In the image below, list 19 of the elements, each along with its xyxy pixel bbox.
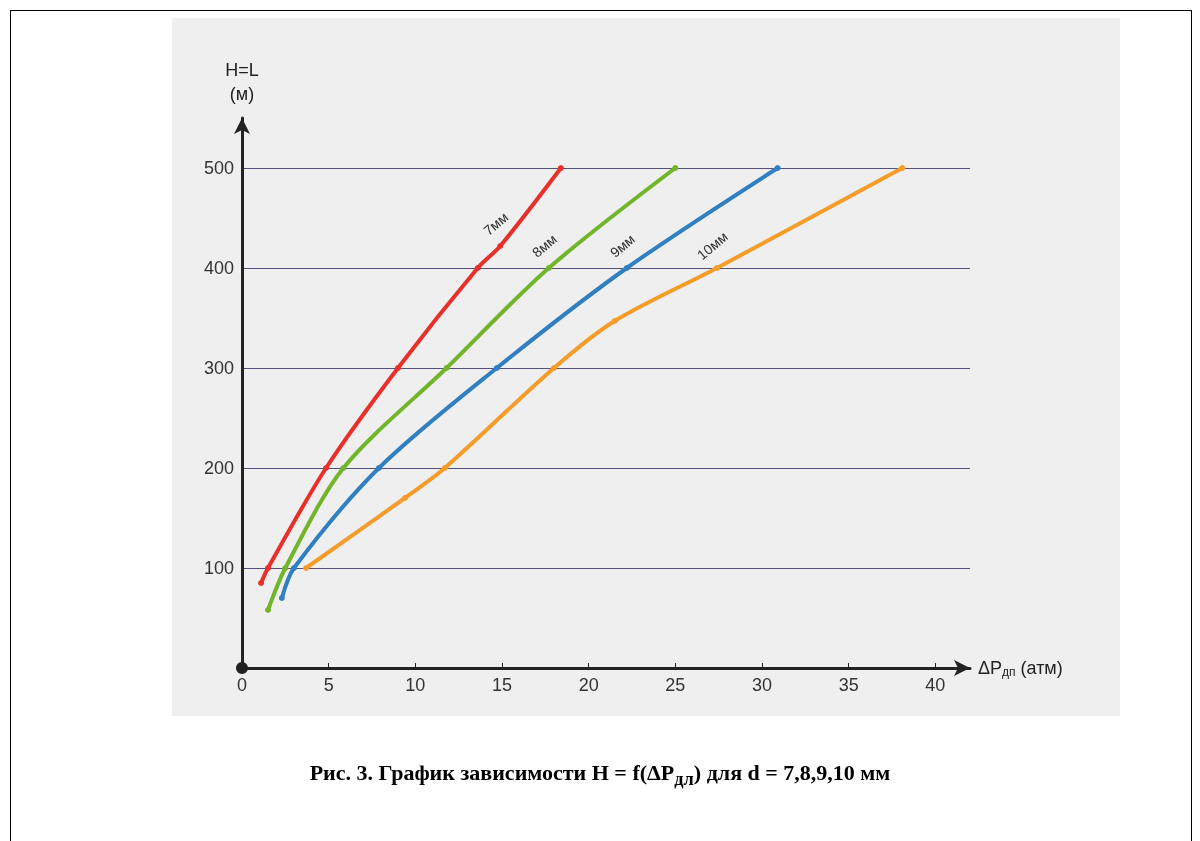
x-tick-label: 5 [323, 675, 334, 695]
x-tick-label: 40 [925, 675, 946, 695]
y-tick-label: 400 [203, 258, 234, 278]
x-tick-label: 0 [236, 675, 248, 695]
y-tick-label: 200 [203, 458, 234, 478]
x-tick-label: 20 [578, 675, 599, 695]
text: 9мм [606, 230, 638, 261]
x-tick-label: 15 [491, 675, 513, 695]
text: 7мм [480, 208, 512, 239]
y-tick-label: 100 [203, 558, 234, 578]
x-tick-label: 30 [751, 675, 773, 695]
text: 8мм [528, 230, 560, 261]
x-tick-label: 10 [405, 675, 426, 695]
y-tick-label: 500 [203, 158, 234, 178]
y-tick-label: 300 [203, 358, 234, 378]
x-tick-label: 25 [665, 675, 686, 695]
y-axis-title: H=L (м) [225, 60, 259, 104]
x-tick-label: 35 [838, 675, 859, 695]
text: Рис. 3. График зависимости H = f(ΔP$_{дл}$) для d = 7,8,9,10 мм [308, 760, 892, 791]
